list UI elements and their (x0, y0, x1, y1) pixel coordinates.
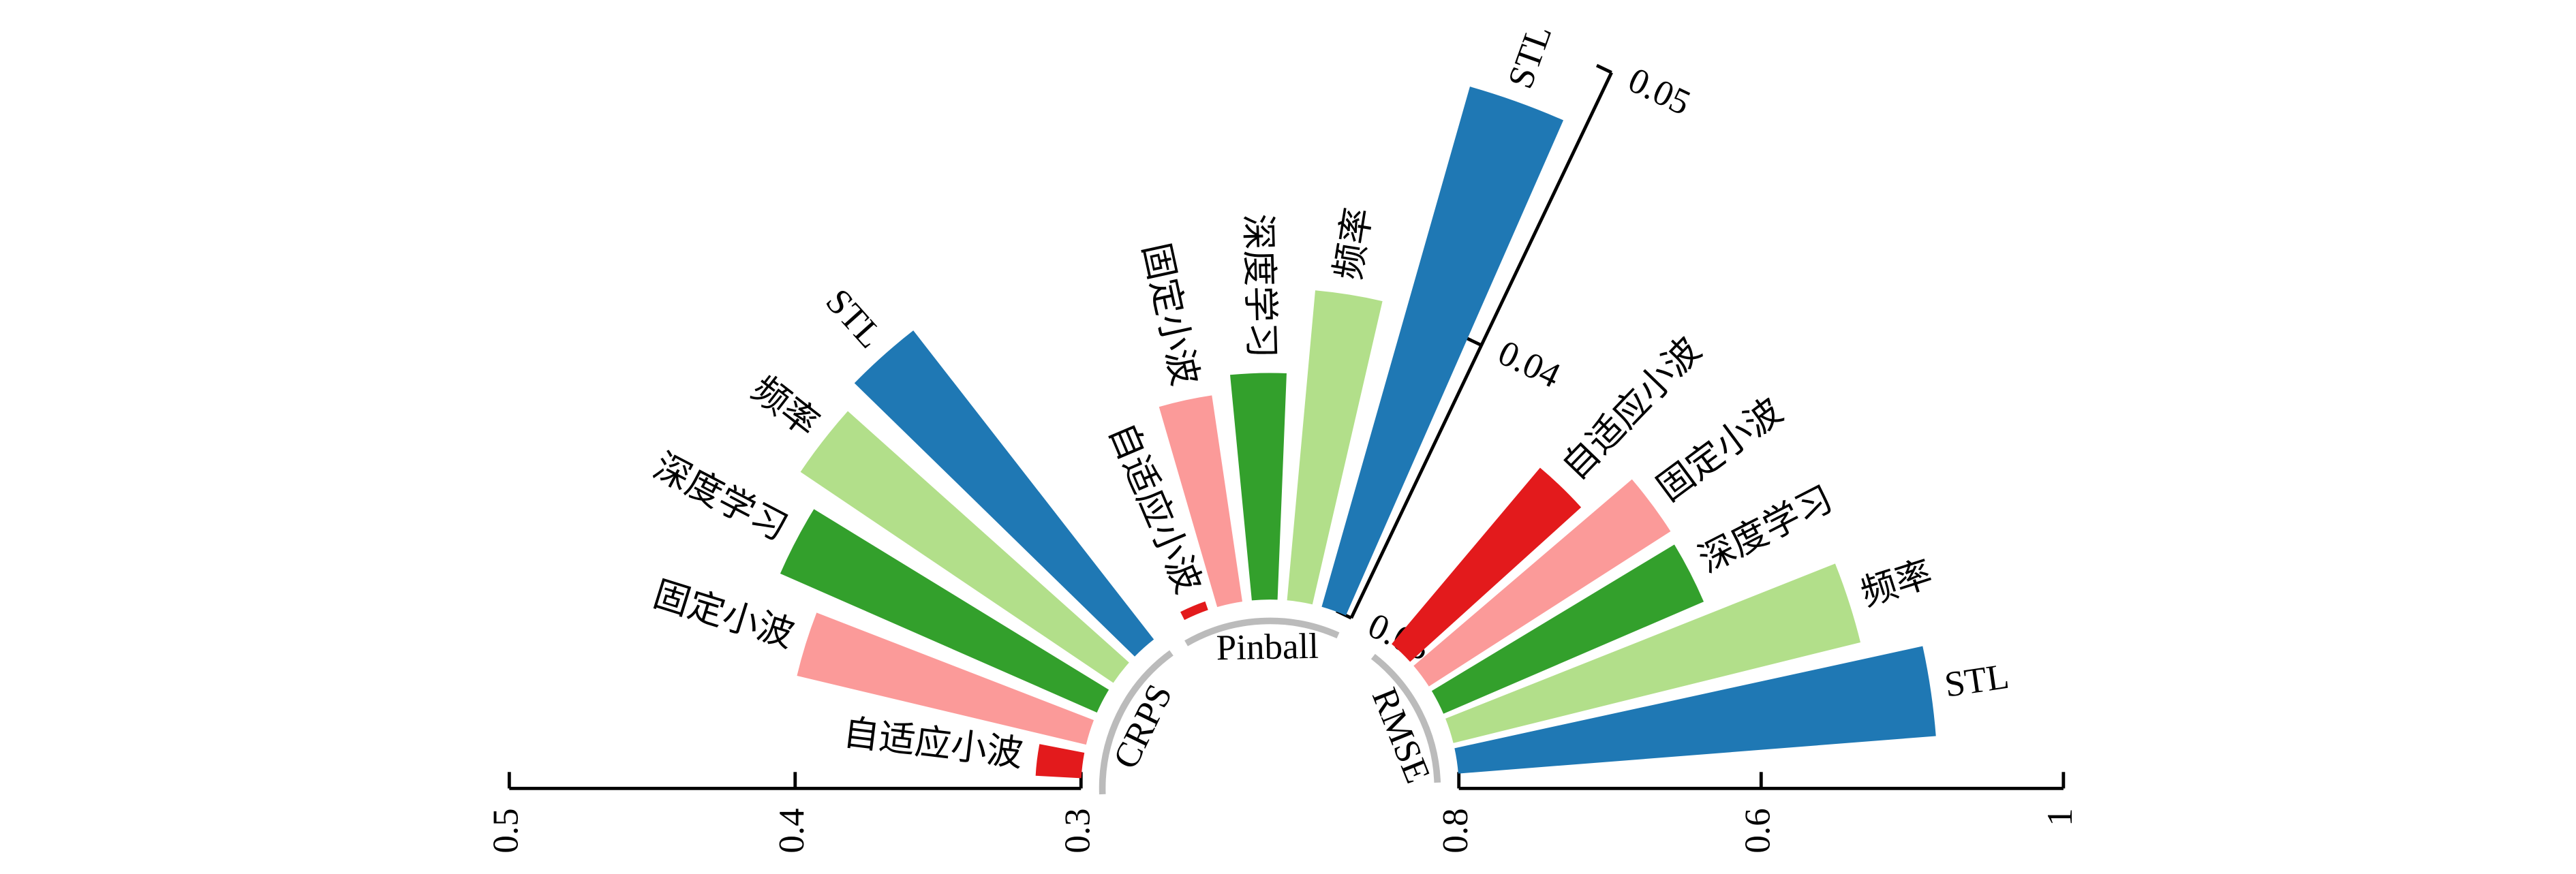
bar-label: STL (1501, 20, 1560, 93)
tick-label: 0.04 (1492, 333, 1567, 396)
tick-mark (1465, 337, 1482, 347)
tick-label: 0.05 (1622, 60, 1696, 123)
bar-label: 固定小波 (1135, 240, 1205, 390)
bar (1180, 601, 1208, 621)
bar-label: 深度学习 (1693, 480, 1839, 581)
bar (1454, 646, 1936, 774)
bar-label: 深度学习 (1238, 213, 1281, 359)
bar (1321, 87, 1564, 616)
bar-label: 频率 (1329, 205, 1379, 283)
bar (1445, 563, 1861, 743)
group-arc (1184, 617, 1340, 646)
bar (1230, 373, 1287, 601)
bar (800, 411, 1129, 683)
bar (1159, 395, 1242, 608)
tick-label: 0.4 (772, 808, 812, 853)
tick-label: 0.8 (1436, 808, 1475, 853)
tick-label: 0.3 (1058, 808, 1097, 853)
tick-label: 1 (2040, 808, 2080, 826)
bar (1035, 744, 1085, 779)
bar-label: 固定小波 (1651, 391, 1790, 509)
bar-label: 深度学习 (647, 447, 794, 549)
bar (1392, 467, 1582, 662)
bar (854, 330, 1154, 657)
bar (1287, 290, 1383, 605)
bar-label: STL (1942, 657, 2012, 705)
group-arc (1099, 650, 1174, 795)
bar-label: 频率 (1856, 554, 1937, 614)
bar-label: 固定小波 (649, 574, 799, 655)
bar-label: 频率 (744, 369, 825, 445)
bar (797, 612, 1094, 745)
tick-mark (1595, 63, 1612, 74)
tick-label: 0.5 (486, 808, 525, 853)
group-arc (1370, 653, 1441, 783)
bar (780, 509, 1109, 713)
tick-label: 0.6 (1738, 808, 1777, 853)
group-label: Pinball (1216, 627, 1319, 668)
bar (1413, 479, 1671, 687)
bar-label: STL (818, 281, 890, 356)
bar (1431, 544, 1704, 714)
